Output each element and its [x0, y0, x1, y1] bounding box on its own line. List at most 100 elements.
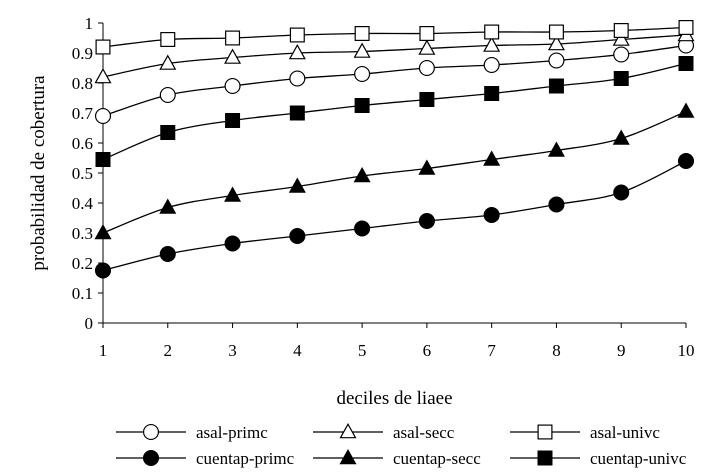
legend-label: asal-secc [393, 423, 455, 442]
data-point-cuentap-secc [288, 177, 306, 193]
y-tick-label: 0.3 [72, 224, 93, 243]
legend-item-cuentap-primc: cuentap-primc [116, 449, 295, 468]
data-point-asal-primc [354, 65, 371, 83]
data-point-cuentap-secc [677, 102, 695, 118]
data-point-cuentap-secc [224, 186, 242, 202]
data-point-cuentap-univc [484, 85, 500, 101]
x-tick-label: 6 [423, 341, 432, 360]
data-point-cuentap-univc [678, 55, 694, 71]
x-ticks: 1 2 3 4 5 6 7 8 9 10 [99, 323, 695, 360]
series-line-asal-secc [102, 34, 687, 78]
x-tick-label: 2 [164, 341, 173, 360]
data-point-asal-univc [160, 31, 176, 47]
data-point-cuentap-secc [547, 141, 565, 157]
legend-item-cuentap-univc: cuentap-univc [510, 449, 687, 468]
data-point-cuentap-primc [354, 220, 371, 237]
data-point-asal-univc [354, 26, 370, 42]
data-point-asal-secc [418, 39, 436, 55]
series-asal-secc [94, 25, 695, 84]
data-point-cuentap-secc [418, 159, 436, 175]
x-tick-label: 4 [293, 341, 302, 360]
data-point-cuentap-secc [612, 129, 630, 145]
x-tick-label: 7 [487, 341, 496, 360]
legend-item-asal-secc: asal-secc [313, 422, 455, 442]
data-point-cuentap-primc [418, 212, 435, 230]
data-point-asal-primc [548, 52, 565, 69]
data-point-cuentap-univc [160, 124, 176, 140]
data-point-cuentap-primc [613, 184, 630, 201]
y-tick-label: 0.5 [72, 164, 93, 183]
data-point-cuentap-univc [95, 152, 111, 168]
y-tick-label: 0.6 [72, 134, 93, 153]
data-point-cuentap-primc [224, 235, 241, 252]
data-point-asal-univc [548, 24, 564, 40]
x-axis-title: deciles de liaee [336, 388, 452, 409]
legend-label: cuentap-secc [393, 449, 481, 468]
legend-marker [142, 423, 160, 441]
legend-item-asal-univc: asal-univc [510, 423, 660, 442]
y-tick-label: 0 [85, 314, 94, 333]
data-point-cuentap-primc [94, 262, 112, 279]
legend-marker [142, 449, 160, 467]
data-point-asal-secc [94, 67, 112, 84]
x-tick-label: 9 [617, 341, 626, 360]
data-point-cuentap-primc [677, 152, 695, 170]
data-point-asal-secc [353, 42, 371, 58]
legend-item-asal-primc: asal-primc [116, 423, 268, 442]
series-cuentap-primc [94, 152, 695, 279]
y-tick-label: 0.8 [72, 74, 93, 93]
data-point-cuentap-secc [94, 223, 112, 240]
data-point-asal-univc [678, 20, 694, 36]
y-tick-label: 1 [85, 14, 94, 33]
legend-label: cuentap-univc [590, 449, 687, 468]
data-point-cuentap-univc [419, 91, 435, 107]
legend-label: cuentap-primc [196, 449, 295, 468]
data-point-asal-secc [224, 48, 242, 64]
data-point-cuentap-univc [548, 78, 564, 94]
series-asal-primc [94, 37, 695, 125]
y-tick-label: 0.2 [72, 254, 93, 273]
x-tick-label: 3 [228, 341, 237, 360]
data-point-cuentap-primc [289, 227, 306, 245]
legend-marker [537, 450, 553, 466]
data-point-cuentap-univc [289, 105, 305, 121]
series-line-cuentap-primc [102, 160, 687, 272]
series-asal-univc [95, 20, 694, 55]
series-line-asal-univc [102, 26, 687, 48]
data-point-asal-univc [225, 30, 241, 46]
data-point-cuentap-primc [548, 196, 565, 213]
data-point-cuentap-univc [225, 112, 241, 128]
data-point-cuentap-univc [354, 97, 370, 113]
data-point-cuentap-univc [613, 70, 629, 86]
data-point-asal-secc [483, 36, 501, 52]
series [94, 20, 695, 279]
x-tick-label: 5 [358, 341, 367, 360]
data-point-asal-primc [483, 56, 500, 74]
y-tick-label: 0.1 [72, 284, 93, 303]
data-point-asal-secc [547, 34, 565, 51]
legend-item-cuentap-secc: cuentap-secc [313, 448, 481, 468]
series-cuentap-univc [95, 55, 694, 168]
data-point-asal-primc [418, 59, 435, 77]
data-point-asal-univc [95, 39, 111, 55]
data-point-cuentap-secc [159, 198, 177, 214]
axes [102, 23, 686, 324]
data-point-asal-secc [288, 43, 306, 60]
series-line-asal-primc [102, 44, 687, 117]
data-point-asal-primc [224, 77, 241, 95]
data-point-asal-univc [613, 23, 629, 39]
data-point-asal-univc [484, 24, 500, 40]
data-point-cuentap-secc [353, 166, 371, 183]
legend-marker [339, 448, 357, 465]
y-tick-label: 0.9 [72, 44, 93, 63]
legend-label: asal-primc [196, 423, 268, 442]
series-line-cuentap-secc [102, 110, 687, 234]
legend-marker [537, 424, 553, 440]
series-line-cuentap-univc [102, 62, 687, 161]
data-point-cuentap-secc [483, 150, 501, 166]
legend-label: asal-univc [590, 423, 660, 442]
y-ticks: 0 0.1 0.2 0.3 0.4 0.5 0.6 0.7 0.8 0.9 1 [72, 14, 103, 333]
x-tick-label: 8 [552, 341, 561, 360]
